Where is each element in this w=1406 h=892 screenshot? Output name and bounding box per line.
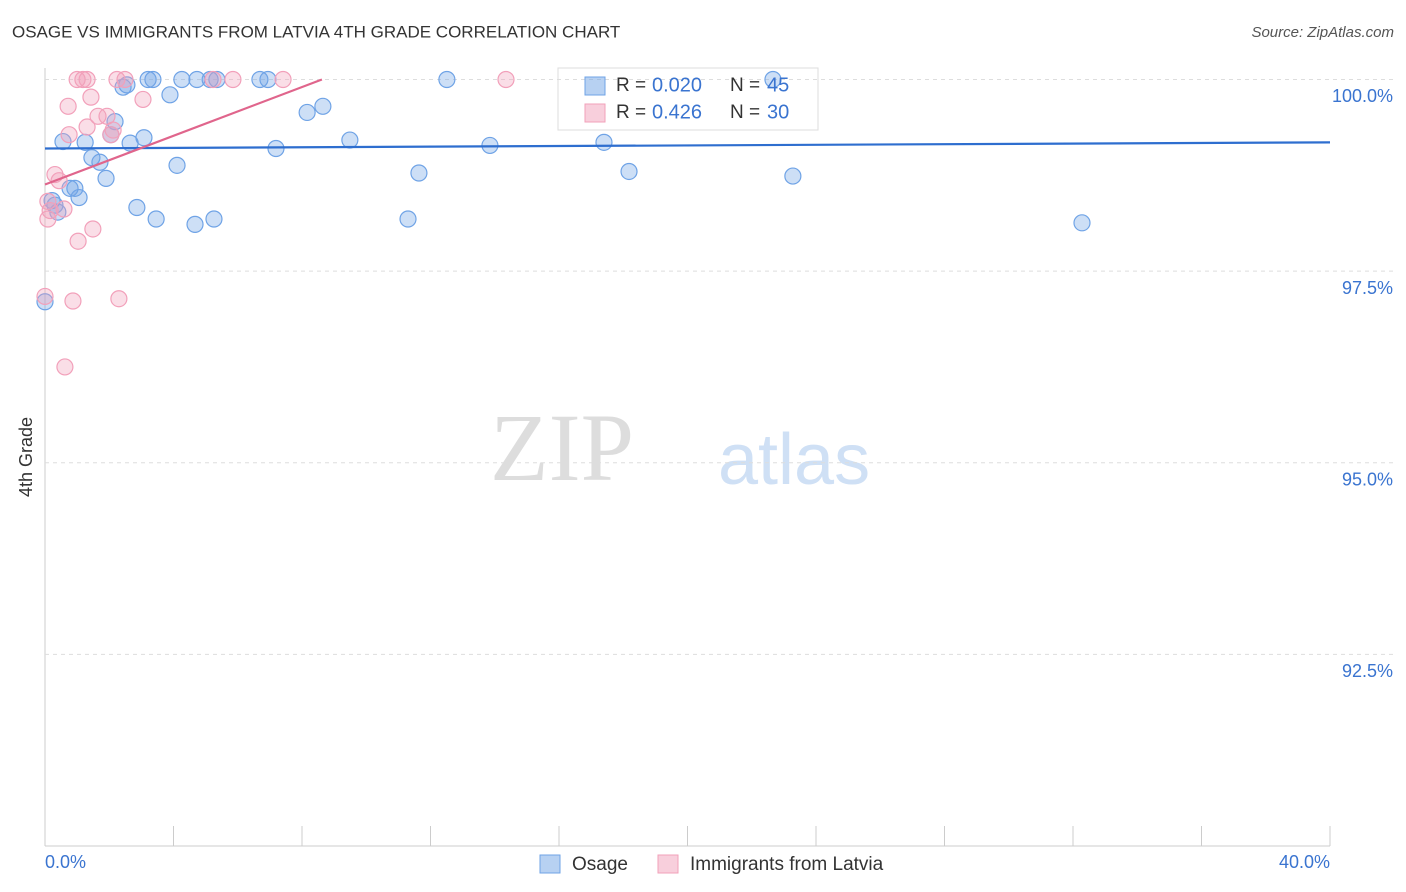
point [102, 126, 120, 144]
point [36, 293, 54, 311]
trend-line [44, 78, 323, 186]
legend-n-label: N = [730, 102, 760, 123]
legend-swatch [584, 103, 606, 123]
point [66, 179, 84, 197]
point [399, 210, 417, 228]
y-tick-label: 97.5% [1342, 278, 1393, 298]
y-tick-label: 92.5% [1342, 661, 1393, 681]
point [274, 70, 292, 89]
point [68, 70, 86, 89]
point [314, 97, 332, 115]
point [168, 156, 186, 174]
point [784, 167, 802, 185]
legend-swatch [657, 854, 679, 874]
legend-n-label: N = [730, 75, 760, 96]
legend-r: 0.426 [652, 101, 702, 123]
trend-line [44, 141, 1331, 150]
legend-swatch [584, 76, 606, 96]
point [78, 70, 96, 89]
point [173, 70, 191, 89]
legend-label: Immigrants from Latvia [690, 854, 884, 875]
point [139, 70, 157, 89]
point [186, 215, 204, 233]
point [224, 70, 242, 89]
point [97, 169, 115, 187]
y-tick-label: 100.0% [1332, 86, 1393, 106]
point [144, 70, 162, 89]
point [764, 70, 782, 89]
x-tick-label: 40.0% [1279, 852, 1330, 872]
point [438, 70, 456, 89]
legend-swatch [539, 854, 561, 874]
point [161, 86, 179, 104]
chart-title: OSAGE VS IMMIGRANTS FROM LATVIA 4TH GRAD… [12, 22, 620, 41]
watermark: atlas [718, 420, 870, 500]
point [59, 97, 77, 115]
point [78, 118, 96, 136]
point [497, 70, 515, 89]
point [36, 287, 54, 306]
point [84, 220, 102, 238]
legend-label: Osage [572, 854, 628, 875]
point [134, 90, 152, 109]
point [70, 188, 88, 207]
point [110, 290, 128, 308]
y-axis-label: 4th Grade [16, 417, 36, 497]
point [69, 232, 87, 250]
point [341, 131, 359, 149]
point [595, 133, 613, 151]
point [55, 200, 73, 218]
point [104, 121, 122, 139]
point [205, 210, 223, 228]
point [54, 132, 72, 151]
point [1073, 214, 1091, 232]
point [116, 70, 134, 89]
point [39, 210, 57, 228]
point [620, 162, 638, 181]
point [56, 358, 74, 376]
point [60, 126, 78, 144]
point [410, 164, 428, 182]
point [89, 107, 107, 125]
legend-r-label: R = [616, 102, 646, 123]
watermark: ZIP [490, 394, 634, 501]
point [74, 70, 92, 89]
legend-n: 30 [767, 101, 789, 123]
legend-r: 0.020 [652, 74, 702, 96]
point [298, 103, 316, 122]
x-tick-label: 0.0% [45, 852, 86, 872]
point [64, 292, 82, 310]
legend-n: 45 [767, 74, 789, 96]
point [259, 70, 277, 89]
point [204, 70, 222, 89]
point [82, 88, 100, 106]
source: Source: ZipAtlas.com [1251, 24, 1394, 41]
legend-r-label: R = [616, 75, 646, 96]
point [147, 210, 165, 228]
y-tick-label: 95.0% [1342, 469, 1393, 489]
point [128, 198, 146, 217]
